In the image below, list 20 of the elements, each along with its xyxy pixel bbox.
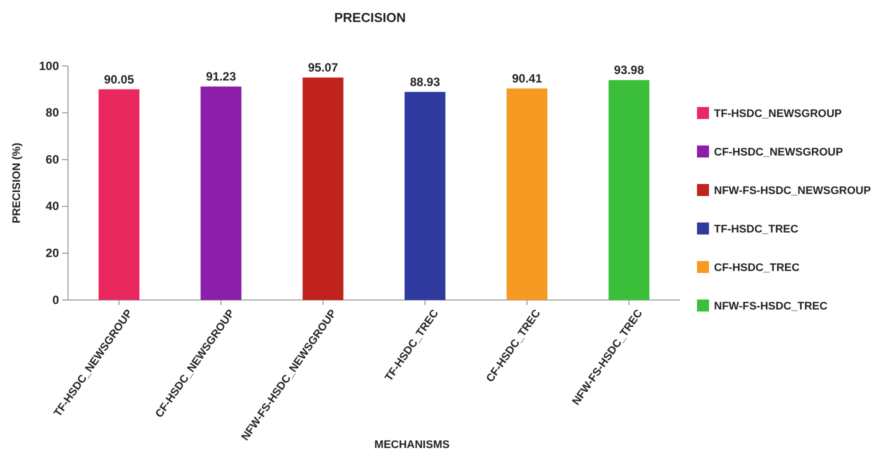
chart-title: PRECISION (334, 10, 406, 25)
legend-label: CF-HSDC_TREC (714, 262, 800, 274)
legend-label: NFW-FS-HSDC_NEWSGROUP (714, 184, 871, 197)
y-tick-label: 80 (46, 106, 60, 120)
data-label: 95.07 (308, 60, 338, 75)
legend-label: CF-HSDC_NEWSGROUP (714, 146, 843, 158)
x-axis-title: MECHANISMS (374, 439, 450, 451)
y-tick-label: 60 (46, 152, 60, 166)
data-label: 93.98 (614, 63, 644, 78)
legend-label: TF-HSDC_TREC (714, 223, 798, 236)
data-label: 88.93 (410, 74, 440, 89)
data-label: 90.41 (512, 71, 542, 86)
y-tick-label: 100 (38, 58, 60, 73)
y-tick-label: 40 (46, 199, 60, 214)
y-tick-label: 0 (52, 292, 60, 307)
y-axis-title: PRECISION (%) (11, 142, 23, 224)
data-label: 91.23 (206, 70, 236, 84)
y-tick-label: 20 (46, 246, 60, 260)
data-label: 90.05 (104, 72, 134, 86)
legend-label: TF-HSDC_NEWSGROUP (714, 108, 842, 120)
